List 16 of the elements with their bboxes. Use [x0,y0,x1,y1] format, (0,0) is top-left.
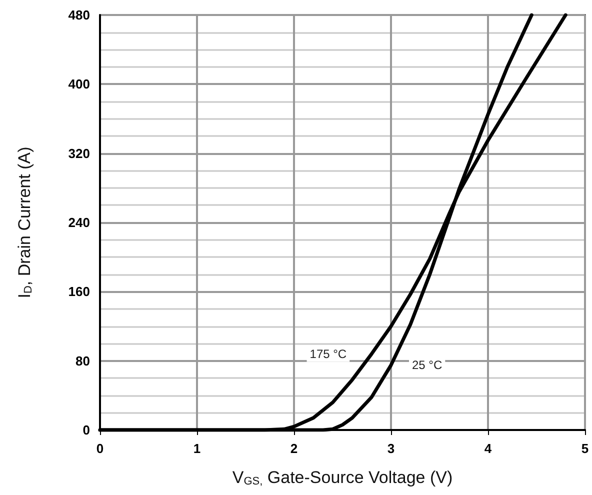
y-tick-label: 480 [68,8,90,22]
y-tick-label: 240 [68,215,90,230]
series-label: 175 °C [310,346,347,361]
y-tick-label: 320 [68,146,90,161]
series-label: 25 °C [412,358,442,372]
x-tick-label: 0 [96,441,104,456]
y-tick-label: 400 [68,76,90,92]
x-tick-label: 3 [387,441,395,456]
x-tick-label: 5 [581,441,589,456]
y-tick-label: 160 [68,284,90,300]
y-tick-label: 0 [82,422,90,438]
y-axis-title: ID, Drain Current (A) [15,146,34,298]
x-tick-label: 1 [193,441,201,456]
x-tick-label: 2 [290,441,298,456]
x-tick-label: 4 [484,441,492,456]
y-tick-label: 80 [76,353,90,368]
